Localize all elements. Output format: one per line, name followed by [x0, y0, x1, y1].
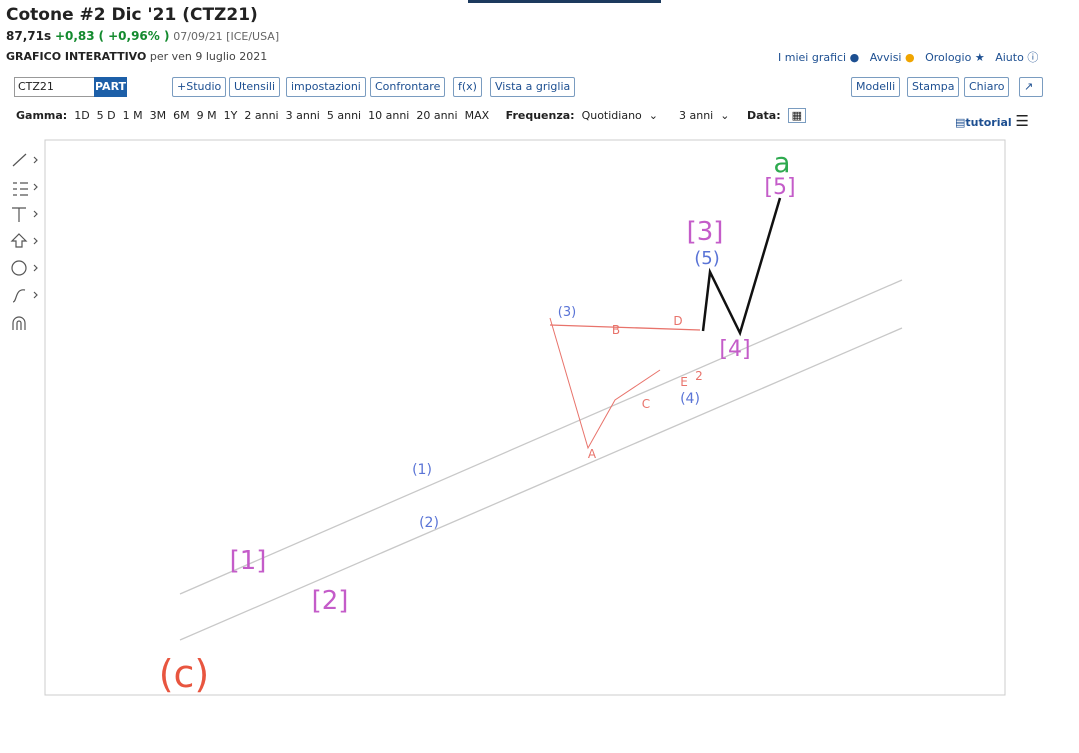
wave-line: [549, 317, 661, 450]
tutorial-label[interactable]: tutorial: [965, 116, 1012, 129]
wave-label: a: [773, 146, 790, 179]
symbol-input[interactable]: CTZ21: [14, 77, 97, 97]
wave-label: [1]: [230, 546, 267, 576]
wave-label: [3]: [687, 217, 724, 247]
toolbar-button[interactable]: Utensili: [229, 77, 281, 97]
range-option[interactable]: 3M: [149, 109, 167, 122]
toolbar-button[interactable]: f(x): [453, 77, 482, 97]
subtitle-date: per ven 9 luglio 2021: [149, 50, 268, 63]
frequency-label: Frequenza:: [505, 109, 575, 122]
range-option[interactable]: 1D: [74, 109, 90, 122]
wave-label: 2: [695, 369, 703, 383]
channel-line: [179, 279, 903, 595]
wave-label: A: [588, 447, 597, 461]
tool-icon: [11, 260, 27, 276]
tool-arrow: [33, 156, 38, 299]
range-option[interactable]: 3 anni: [285, 109, 320, 122]
wave-label: E: [680, 375, 688, 389]
frequency[interactable]: Quotidiano: [581, 109, 642, 122]
range-option[interactable]: 2 anni: [244, 109, 279, 122]
range-option[interactable]: 6M: [173, 109, 190, 122]
wave-label: [5]: [764, 175, 795, 200]
link[interactable]: I miei grafici: [778, 51, 847, 64]
channel-line: [179, 327, 903, 641]
tool-icon: [12, 289, 26, 303]
plot-frame: [44, 139, 1006, 696]
wave-label: (3): [558, 305, 576, 320]
tool-icon: [10, 233, 28, 248]
wave-line: [549, 324, 701, 331]
change-pct: ( +0,96% ): [98, 29, 170, 43]
tutorial[interactable]: ▤tutorial ☰: [955, 112, 1029, 130]
range-option[interactable]: 1 M: [122, 109, 143, 122]
range-option[interactable]: MAX: [464, 109, 490, 122]
tool-icon: [12, 207, 26, 222]
link[interactable]: Aiuto: [995, 51, 1024, 64]
part-button[interactable]: PART: [94, 77, 128, 97]
period[interactable]: 3 anni: [679, 109, 714, 122]
wave-label: (5): [694, 248, 720, 269]
wave-label: D: [673, 314, 682, 328]
link[interactable]: Avvisi: [869, 51, 902, 64]
toolbar-button[interactable]: Modelli: [851, 77, 901, 97]
wave-label: (1): [412, 462, 432, 478]
toolbar-button[interactable]: +Studio: [172, 77, 227, 97]
range-option[interactable]: 20 anni: [416, 109, 458, 122]
quote-line: 87,71s +0,83 ( +0,96% ) 07/09/21 [ICE/US…: [6, 29, 279, 43]
links: I miei grafici ● Avvisi ● Orologio ★ Aiu…: [778, 51, 1039, 64]
quote-date: 07/09/21 [ICE/USA]: [173, 30, 280, 43]
wave-label: (4): [680, 391, 700, 407]
expand-button[interactable]: ↗: [1019, 77, 1043, 97]
date-label: Data:: [746, 109, 781, 122]
range-option[interactable]: 5 D: [96, 109, 116, 122]
wave-label: C: [642, 397, 650, 411]
range-label: Gamma:: [16, 109, 68, 122]
wave-label: (2): [419, 515, 439, 531]
range-bar: Gamma: 1D 5 D 1 M 3M 6M 9 M 1Y 2 anni 3 anni 5 ann…: [16, 108, 807, 123]
wave-label: (c): [159, 652, 210, 696]
wave-label: [4]: [719, 337, 750, 362]
tool-icon: [12, 316, 26, 330]
toolbar-button[interactable]: Vista a griglia: [490, 77, 576, 97]
toolbar-button[interactable]: impostazioni: [286, 77, 366, 97]
link[interactable]: Orologio: [925, 51, 972, 64]
toolbar-button[interactable]: Chiaro: [964, 77, 1010, 97]
range-option[interactable]: 5 anni: [326, 109, 362, 122]
title: Cotone #2 Dic '21 (CTZ21): [6, 5, 258, 25]
toolbar-button[interactable]: Confrontare: [370, 77, 446, 97]
price: 87,71s: [6, 29, 52, 43]
projection-line: [701, 197, 782, 337]
subtitle: GRAFICO INTERATTIVO: [6, 50, 147, 63]
tool-icon: [13, 182, 28, 196]
top-strip: [468, 0, 661, 3]
wave-label: B: [612, 323, 620, 337]
tool-icon: [12, 153, 27, 167]
range-option[interactable]: 9 M: [196, 109, 217, 122]
wave-label: [2]: [312, 586, 349, 616]
range-option[interactable]: 1Y: [223, 109, 238, 122]
subtitle-line: GRAFICO INTERATTIVO per ven 9 luglio 202…: [6, 50, 267, 63]
range-option[interactable]: 10 anni: [368, 109, 410, 122]
change: +0,83: [54, 29, 95, 43]
toolbar-button[interactable]: Stampa: [907, 77, 960, 97]
